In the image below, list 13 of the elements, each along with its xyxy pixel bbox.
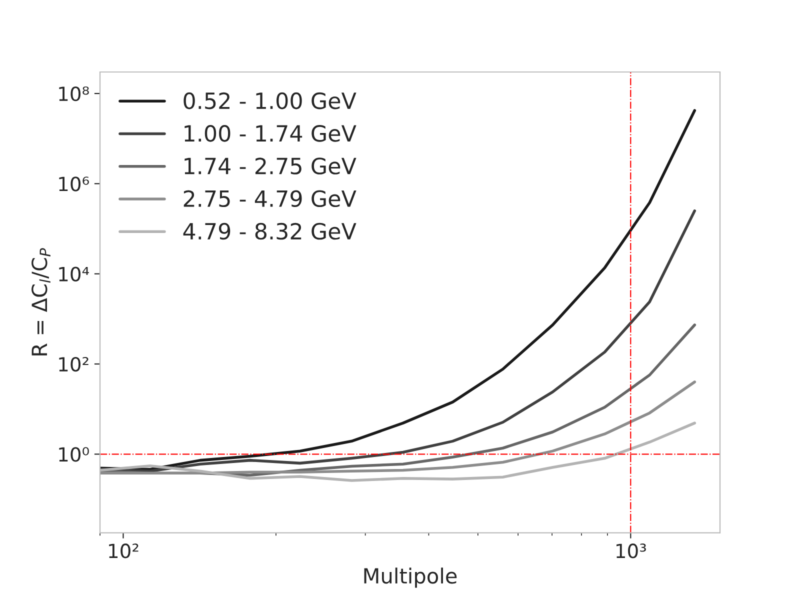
legend-label: 1.00 - 1.74 GeV [184, 125, 356, 142]
y-tick-label: 10² [59, 356, 88, 372]
legend-label: 0.52 - 1.00 GeV [184, 92, 356, 110]
legend-label: 4.79 - 8.32 GeV [183, 222, 356, 240]
legend-label: 1.74 - 2.75 GeV [184, 158, 356, 174]
y-axis-title: R = ΔC$_{l}$/C$_{P}$ [32, 248, 50, 356]
x-axis-title: Multipole [364, 568, 457, 588]
x-tick-label: 10³ [616, 544, 646, 558]
y-tick-label: 10⁸ [59, 86, 89, 102]
legend-label: 2.75 - 4.79 GeV [184, 190, 356, 208]
y-tick-label: 10⁰ [59, 447, 89, 462]
y-tick-label: 10⁶ [59, 176, 89, 192]
y-tick-label: 10⁴ [59, 266, 89, 282]
